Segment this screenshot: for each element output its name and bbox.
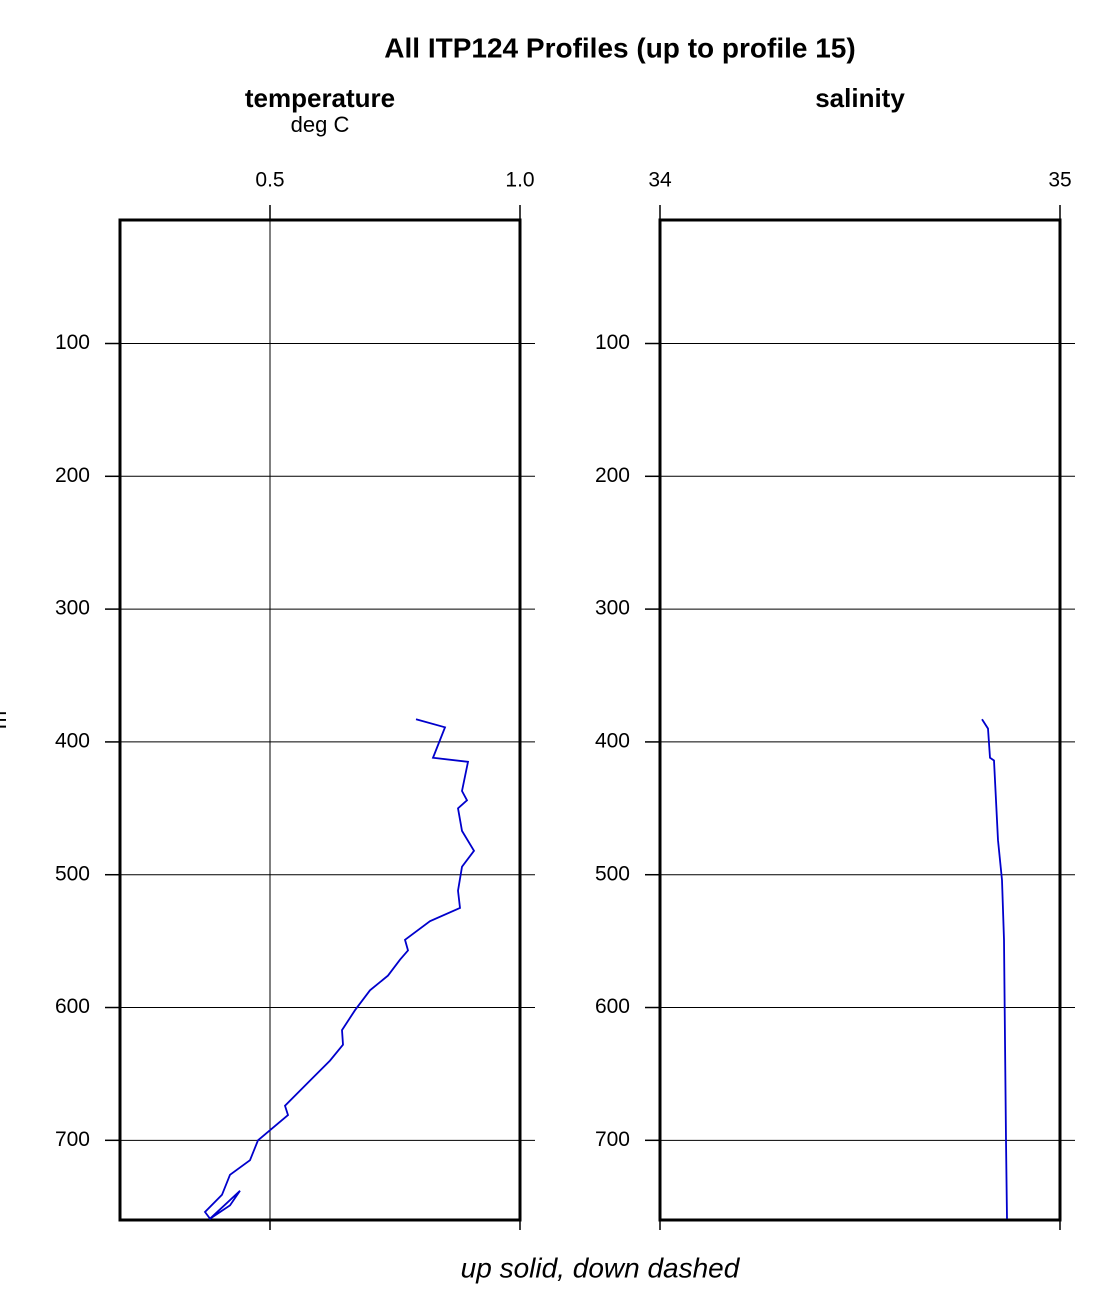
x-tick-label: 1.0 <box>505 169 534 192</box>
y-tick-label: 200 <box>55 464 90 487</box>
y-tick-label: 400 <box>55 729 90 752</box>
y-axis-label: m <box>0 711 11 729</box>
y-tick-label: 100 <box>595 331 630 354</box>
panel-title: salinity <box>815 83 905 113</box>
y-tick-label: 300 <box>55 597 90 620</box>
x-tick-label: 0.5 <box>255 169 284 192</box>
y-tick-label: 700 <box>55 1128 90 1151</box>
y-tick-label: 400 <box>595 729 630 752</box>
x-tick-label: 34 <box>648 169 672 192</box>
x-tick-label: 35 <box>1048 169 1071 192</box>
y-tick-label: 600 <box>595 995 630 1018</box>
y-tick-label: 500 <box>55 862 90 885</box>
y-tick-label: 500 <box>595 862 630 885</box>
y-tick-label: 600 <box>55 995 90 1018</box>
chart-title: All ITP124 Profiles (up to profile 15) <box>384 32 855 63</box>
plot-frame <box>118 218 522 1222</box>
y-tick-label: 700 <box>595 1128 630 1151</box>
profile-line <box>981 718 1008 1219</box>
footer-note: up solid, down dashed <box>461 1252 741 1283</box>
plot-frame <box>658 218 1062 1222</box>
y-tick-label: 300 <box>595 597 630 620</box>
panel-title: temperature <box>245 83 395 113</box>
panel-subtitle: deg C <box>291 112 350 137</box>
y-tick-label: 200 <box>595 464 630 487</box>
y-tick-label: 100 <box>55 331 90 354</box>
profile-line <box>203 718 476 1221</box>
